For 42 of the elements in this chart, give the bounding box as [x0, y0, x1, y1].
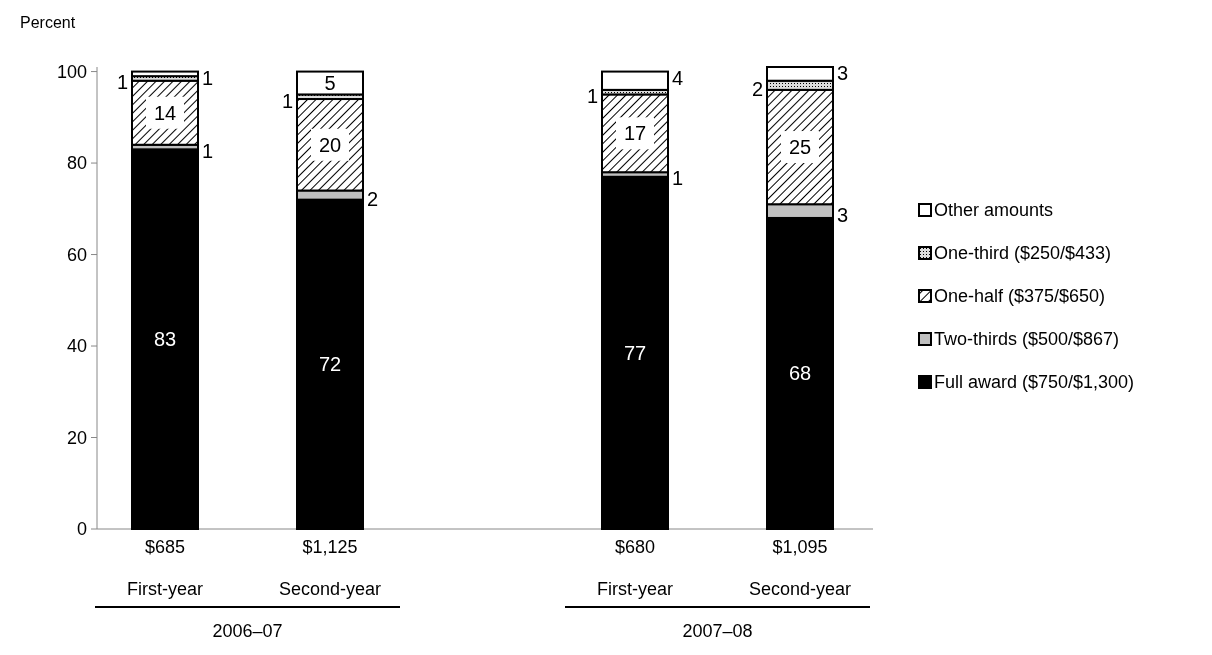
text: First-year — [597, 579, 673, 599]
data-label: 3 — [837, 204, 849, 227]
x-tick-label: $685 — [144, 537, 186, 557]
data-label: 1 — [672, 167, 684, 190]
y-tick-label: 100 — [56, 61, 87, 82]
data-label: 1 — [281, 89, 293, 112]
x-tick-label: $680 — [614, 537, 656, 557]
data-label: 1 — [116, 71, 128, 94]
data-label: 1 — [202, 66, 214, 89]
legend-label: Other amounts — [934, 200, 1054, 221]
text: Second-year — [748, 579, 852, 599]
legend-label: One-half ($375/$650) — [934, 286, 1106, 307]
data-label: 25 — [788, 136, 812, 159]
data-label: 17 — [623, 122, 647, 145]
y-tick-label: 80 — [66, 153, 87, 174]
data-label: 1 — [586, 85, 598, 108]
y-axis-title: Percent — [20, 14, 76, 31]
legend-label: Full award ($750/$1,300) — [934, 372, 1135, 393]
text: First-year — [127, 579, 203, 599]
data-label: 2 — [751, 78, 763, 101]
text: Second-year — [278, 579, 382, 599]
data-label: 72 — [318, 353, 342, 376]
y-tick-label: 40 — [66, 336, 87, 357]
data-label: 2 — [367, 188, 379, 211]
data-label: 1 — [202, 140, 214, 163]
data-label: 5 — [324, 72, 336, 95]
text: 2006–07 — [212, 621, 283, 641]
legend-label: One-third ($250/$433) — [934, 243, 1112, 264]
text: 2007–08 — [682, 621, 753, 641]
x-tick-label: $1,125 — [302, 537, 358, 557]
y-tick-label: 0 — [76, 519, 87, 540]
data-label: 4 — [672, 66, 684, 89]
x-tick-label: $1,095 — [772, 537, 828, 557]
legend-label: Two-thirds ($500/$867) — [934, 329, 1120, 350]
data-label: 20 — [318, 133, 342, 156]
data-label: 14 — [153, 101, 177, 124]
data-label: 77 — [623, 341, 647, 364]
y-tick-label: 20 — [66, 427, 87, 448]
data-label: 68 — [788, 362, 812, 385]
data-label: 83 — [153, 328, 177, 351]
data-label: 3 — [837, 62, 849, 84]
y-tick-label: 60 — [66, 244, 87, 265]
